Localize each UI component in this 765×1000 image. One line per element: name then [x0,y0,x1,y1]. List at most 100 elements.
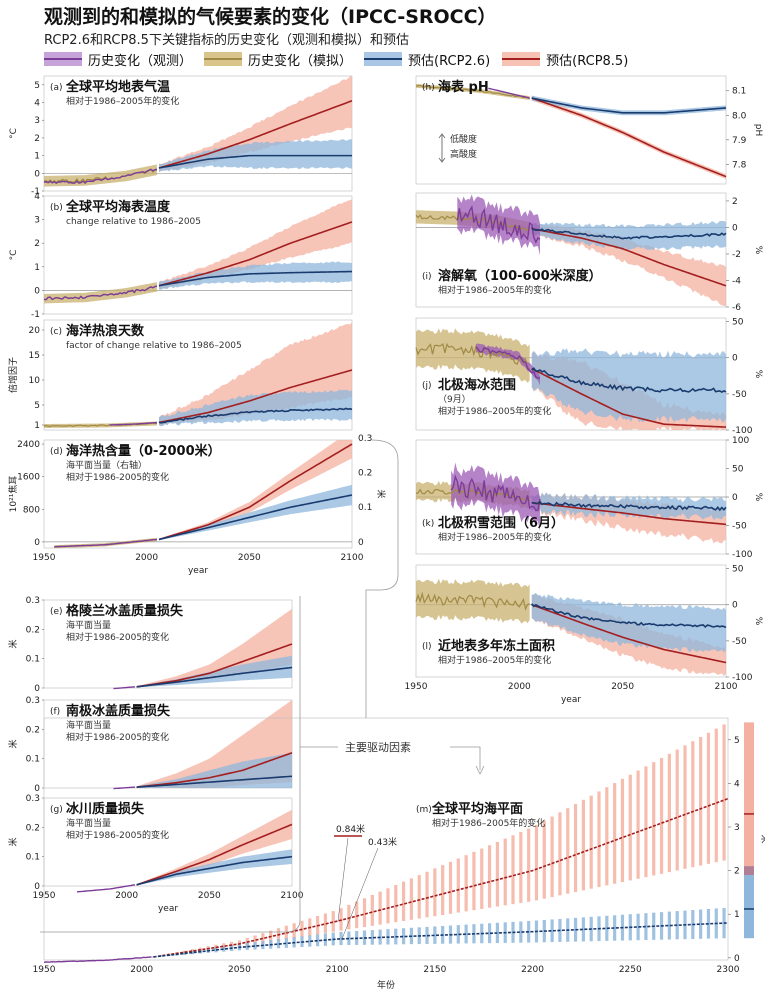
rcp26-median-line [153,922,729,958]
panel-subtitle: 海平面当量（右轴） [66,459,147,471]
legend: 历史变化（观测） 历史变化（模拟） 预估(RCP2.6) 预估(RCP8.5) [44,49,640,69]
rcp85-bar [597,791,601,888]
obs-line [113,786,135,790]
legend-label-obs: 历史变化（观测） [88,53,193,69]
y-tick-label: 2 [732,197,738,207]
rcp26-bar [276,939,281,949]
drivers-label: 主要驱动因素 [345,741,411,754]
rcp85-bar [323,913,328,934]
hist-line [415,84,530,100]
hist-band [44,164,157,187]
rcp26-median-line [531,227,727,240]
panel-title: 近地表多年冻土面积 [438,638,555,654]
y-tick-label: -50 [732,637,747,647]
rcp26-bar [605,915,609,941]
legend-swatch-rcp85 [502,52,541,66]
rcp85-bar [566,808,570,894]
rcp26-bar [370,930,374,945]
figure-subtitle: RCP2.6和RCP8.5下关键指标的历史变化（观测和模拟）和预估 [44,33,409,48]
y-tick-label: -6 [732,303,741,313]
panel-title: 北极海冰范围 [438,377,516,393]
rcp85-bar [542,820,546,899]
legend-swatch-rcp26 [364,52,403,66]
panel-label: (a) [50,83,63,93]
rcp26-median-line [158,407,353,424]
y2-tick-label: 0.1 [358,503,372,513]
rcp26-bar [464,924,468,944]
y-axis-label: 倍增因子 [7,357,19,393]
panel-title: 海表 pH [438,79,489,95]
y-axis-label: 米 [759,834,765,843]
y-tick-label: -100 [732,673,753,683]
obs-line [43,168,158,185]
rcp26-bar [253,941,257,950]
rcp85-bar [464,855,468,912]
panel-title: 全球平均地表气温 [65,79,170,95]
rcp26-band [158,261,352,290]
y-tick-label: 1 [34,421,40,431]
obs-line [54,538,158,548]
y-tick-label: 4 [34,99,40,109]
y-tick-label: -4 [732,276,741,286]
legend-label-rcp26: 预估(RCP2.6) [408,53,491,69]
y-tick-label: 0.1 [26,755,40,765]
rcp85-bar [644,766,648,878]
y-tick-label: 0 [734,954,740,964]
y-axis-label: % [753,370,763,379]
panel-title: 全球平均海表温度 [65,199,171,215]
rcp85-bar [480,848,484,909]
panel-frame [43,195,353,315]
y-tick-label: 3 [734,823,740,833]
rcp85-bar [527,828,531,902]
rcp26-bar [339,931,343,946]
rcp85-band [158,440,352,541]
rcp85-bar [503,838,507,906]
rcp26-bar [581,917,585,942]
legend-item-rcp26: 预估(RCP2.6) [364,50,490,69]
y-tick-label: 50 [732,318,744,328]
rcp26-median-line [158,494,353,541]
rcp85-median-line [158,221,353,287]
y-tick-label: 4 [34,192,40,202]
y-tick-label: 800 [23,505,40,515]
rcp85-median-line [158,369,353,424]
y-tick-label: -1 [31,310,40,320]
y-axis-label: °C [9,250,19,261]
y-tick-label: 1 [734,910,740,920]
annot-rcp26-2100: 0.43米 [368,836,397,848]
y-tick-label: 5 [34,401,40,411]
rcp26-bar [401,928,406,945]
x-axis-label: year [561,695,581,705]
y2-axis-label: 米 [375,489,387,498]
y-tick-label: 0 [34,538,40,548]
rcp26-bar [284,938,288,948]
panel-title: 南极冰盖质量损失 [66,703,171,719]
y-tick-label: 8.0 [732,111,747,121]
y-tick-label: 0.1 [26,655,40,665]
rcp26-bar [159,955,163,957]
hist-band [44,282,157,304]
rcp85-bar [605,787,609,886]
x-tick-label: 2100 [326,965,349,975]
rcp85-bar [519,831,523,903]
hist-line [43,956,152,964]
rcp85-median-line [531,367,727,428]
rcp85-bar [620,778,625,883]
rcp85-bar [347,904,351,930]
x-axis-label: 年份 [377,979,395,991]
panel-subtitle: 相对于1986–2005年的变化 [438,284,551,296]
y-tick-label: 0.3 [26,596,40,606]
x-tick-label: 2050 [228,965,251,975]
x-tick-label: 2000 [130,965,153,975]
rcp85-bar [253,935,257,946]
annot-leader-26 [341,847,379,940]
y-axis-label: % [753,493,763,502]
y-tick-label: -50 [732,390,747,400]
y-axis-label: °C [9,128,19,139]
panel-subtitle-2: 相对于1986-2005的变化 [66,829,169,841]
side-bar-rcp26 [744,866,754,939]
y-axis-label: % [753,246,763,255]
panel-frame [43,717,729,961]
